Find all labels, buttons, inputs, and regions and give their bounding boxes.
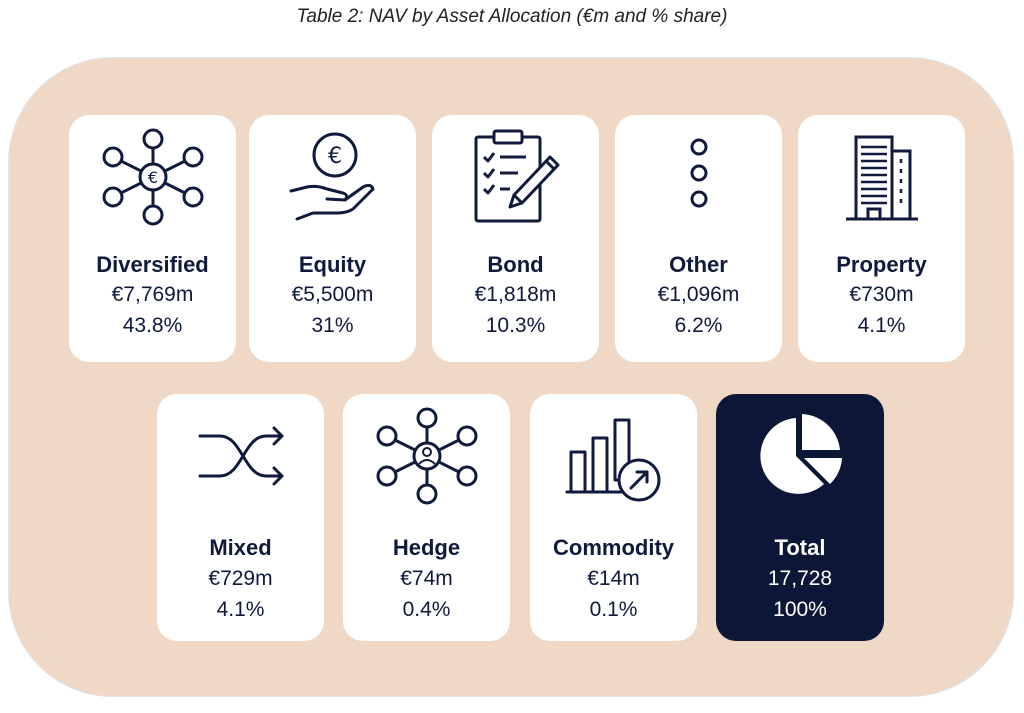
building-icon — [798, 127, 965, 237]
card-name: Commodity — [553, 535, 674, 560]
card-share: 10.3% — [485, 314, 546, 337]
card-name: Property — [836, 252, 927, 277]
card-value: €1,096m — [657, 283, 740, 306]
card-share: 0.4% — [402, 598, 451, 621]
hand-coin-euro-icon: € — [249, 127, 416, 237]
card-share: 100% — [773, 598, 827, 621]
clipboard-pen-icon — [432, 127, 599, 237]
card-value: €5,500m — [291, 283, 374, 306]
card-value: €14m — [587, 567, 640, 590]
card-value: €74m — [400, 567, 453, 590]
card-property: Property €730m 4.1% — [798, 115, 965, 362]
card-value: €1,818m — [474, 283, 557, 306]
card-share: 4.1% — [857, 314, 906, 337]
card-diversified: € Diversified €7,769m 43.8% — [69, 115, 236, 362]
card-value: €729m — [208, 567, 273, 590]
card-equity: € Equity €5,500m 31% — [249, 115, 416, 362]
table-caption: Table 2: NAV by Asset Allocation (€m and… — [296, 6, 728, 27]
card-name: Other — [669, 252, 728, 277]
svg-text:€: € — [328, 144, 342, 169]
card-value: €7,769m — [111, 283, 194, 306]
card-commodity: Commodity €14m 0.1% — [530, 394, 697, 641]
card-bond: Bond €1,818m 10.3% — [432, 115, 599, 362]
card-name: Equity — [298, 252, 367, 277]
card-share: 31% — [311, 314, 354, 337]
card-name: Bond — [487, 252, 544, 277]
network-euro-icon: € — [69, 127, 236, 237]
bar-chart-arrow-icon — [530, 406, 697, 516]
card-hedge: Hedge €74m 0.4% — [343, 394, 510, 641]
svg-text:€: € — [147, 168, 157, 187]
card-mixed: Mixed €729m 4.1% — [157, 394, 324, 641]
card-name: Total — [774, 535, 826, 560]
network-person-icon — [343, 406, 510, 516]
card-value: €730m — [849, 283, 914, 306]
card-other: Other €1,096m 6.2% — [615, 115, 782, 362]
card-value: 17,728 — [767, 567, 833, 590]
card-share: 0.1% — [589, 598, 638, 621]
card-name: Mixed — [209, 535, 272, 560]
card-share: 6.2% — [674, 314, 723, 337]
shuffle-arrows-icon — [157, 406, 324, 516]
card-share: 43.8% — [122, 314, 183, 337]
card-share: 4.1% — [216, 598, 265, 621]
card-name: Diversified — [96, 252, 209, 277]
card-name: Hedge — [392, 535, 461, 560]
pie-chart-icon — [716, 406, 884, 516]
vertical-dots-icon — [615, 127, 782, 237]
card-total: Total 17,728 100% — [716, 394, 884, 641]
